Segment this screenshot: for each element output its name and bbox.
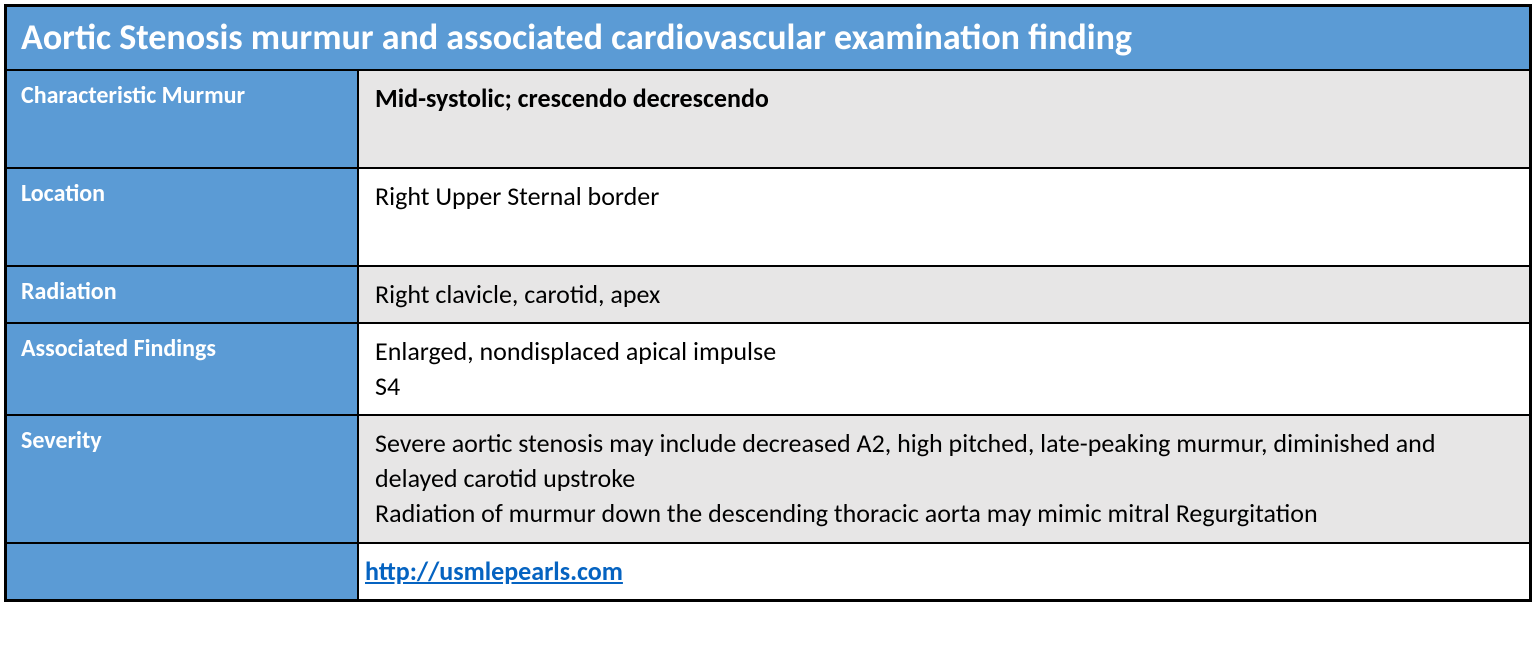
table-row: Associated Findings Enlarged, nondisplac… [7, 324, 1529, 416]
aortic-stenosis-table: Aortic Stenosis murmur and associated ca… [4, 4, 1532, 602]
row-value-footer: http://usmlepearls.com [359, 544, 1529, 599]
table-row: Characteristic Murmur Mid-systolic; cres… [7, 71, 1529, 169]
row-value-severity: Severe aortic stenosis may include decre… [359, 416, 1529, 541]
table-title: Aortic Stenosis murmur and associated ca… [7, 7, 1529, 71]
row-value-characteristic-murmur: Mid-systolic; crescendo decrescendo [359, 71, 1529, 167]
row-label-severity: Severity [7, 416, 359, 541]
row-value-radiation: Right clavicle, carotid, apex [359, 267, 1529, 322]
row-value-associated-findings: Enlarged, nondisplaced apical impulseS4 [359, 324, 1529, 414]
row-label-location: Location [7, 169, 359, 265]
row-label-characteristic-murmur: Characteristic Murmur [7, 71, 359, 167]
row-label-associated-findings: Associated Findings [7, 324, 359, 414]
table-row-footer: http://usmlepearls.com [7, 544, 1529, 599]
row-label-footer [7, 544, 359, 599]
source-link[interactable]: http://usmlepearls.com [365, 555, 623, 587]
row-label-radiation: Radiation [7, 267, 359, 322]
row-value-location: Right Upper Sternal border [359, 169, 1529, 265]
table-row: Severity Severe aortic stenosis may incl… [7, 416, 1529, 543]
table-row: Location Right Upper Sternal border [7, 169, 1529, 267]
table-row: Radiation Right clavicle, carotid, apex [7, 267, 1529, 324]
